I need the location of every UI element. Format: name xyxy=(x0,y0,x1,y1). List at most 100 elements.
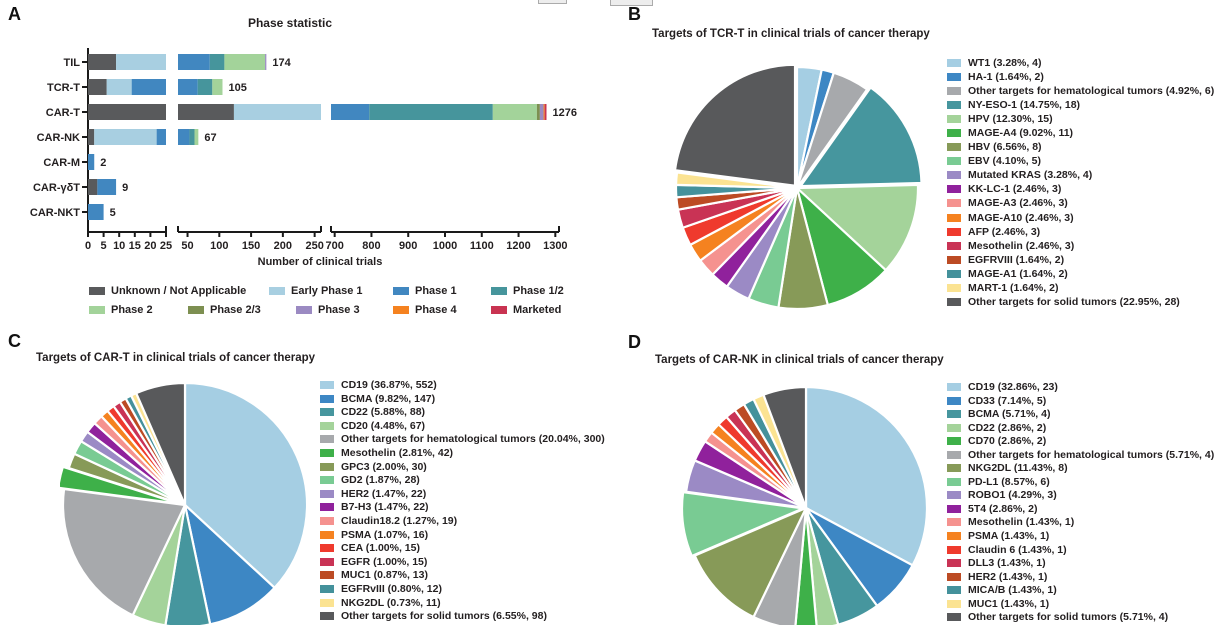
bar-segment xyxy=(543,104,545,120)
legend-item: Other targets for solid tumors (22.95%, … xyxy=(947,296,1214,310)
pie-slice xyxy=(183,381,309,589)
screen-artifact xyxy=(610,0,653,6)
phase-legend-item: Early Phase 1 xyxy=(269,285,363,297)
bar-segment xyxy=(131,79,166,95)
legend-label: MUC1 (0.87%, 13) xyxy=(341,569,428,582)
legend-item: Claudin18.2 (1.27%, 19) xyxy=(320,515,605,529)
legend-swatch xyxy=(947,227,961,236)
legend-swatch xyxy=(947,115,961,124)
legend-item: Other targets for hematological tumors (… xyxy=(947,449,1214,463)
legend-swatch xyxy=(320,516,334,525)
bar-segment xyxy=(197,79,213,95)
x-tick-label: 0 xyxy=(85,240,91,252)
legend-swatch xyxy=(947,185,961,194)
legend-swatch xyxy=(947,396,961,405)
x-tick-label: 800 xyxy=(362,240,380,252)
legend-swatch xyxy=(320,421,334,430)
legend-item: PD-L1 (8.57%, 6) xyxy=(947,476,1214,490)
legend-label: Other targets for solid tumors (5.71%, 4… xyxy=(968,611,1169,624)
bar-segment xyxy=(544,104,547,120)
legend-swatch xyxy=(947,423,961,432)
legend-label: EGFRVIII (1.64%, 2) xyxy=(968,253,1065,266)
legend-label: B7-H3 (1.47%, 22) xyxy=(341,501,429,514)
legend-swatch xyxy=(320,462,334,471)
bar-segment xyxy=(492,104,537,120)
legend-item: MAGE-A3 (2.46%, 3) xyxy=(947,197,1214,211)
legend-item: AFP (2.46%, 3) xyxy=(947,226,1214,240)
legend-label: Other targets for hematological tumors (… xyxy=(341,433,605,446)
legend-item: MAGE-A10 (2.46%, 3) xyxy=(947,212,1214,226)
legend-item: Mutated KRAS (3.28%, 4) xyxy=(947,169,1214,183)
legend-label: CD70 (2.86%, 2) xyxy=(968,435,1047,448)
legend-label: EGFR (1.00%, 15) xyxy=(341,555,428,568)
pie-slice xyxy=(795,183,920,272)
legend-item: Other targets for hematological tumors (… xyxy=(320,433,605,447)
phase-legend-item: Phase 1/2 xyxy=(491,285,564,297)
legend-label: CD20 (4.48%, 67) xyxy=(341,419,426,432)
legend-label: HER2 (1.43%, 1) xyxy=(968,570,1048,583)
legend-swatch xyxy=(947,283,961,292)
legend-label: BCMA (9.82%, 147) xyxy=(341,392,436,405)
pie-slice xyxy=(804,385,929,567)
bar-segment xyxy=(156,129,166,145)
bar-value-label: 5 xyxy=(110,207,116,219)
legend-item: CD20 (4.48%, 67) xyxy=(320,420,605,434)
legend-item: NY-ESO-1 (14.75%, 18) xyxy=(947,99,1214,113)
phase-legend-item: Phase 4 xyxy=(393,304,457,316)
legend-item: Other targets for solid tumors (5.71%, 4… xyxy=(947,611,1214,625)
legend-item: NKG2DL (0.73%, 11) xyxy=(320,597,605,611)
legend-swatch xyxy=(320,489,334,498)
x-tick-label: 50 xyxy=(181,240,193,252)
legend-item: CD19 (36.87%, 552) xyxy=(320,379,605,393)
legend-item: CD22 (2.86%, 2) xyxy=(947,422,1214,436)
legend-item: 5T4 (2.86%, 2) xyxy=(947,503,1214,517)
bar-value-label: 174 xyxy=(272,57,291,69)
pie-slice xyxy=(164,503,212,625)
x-tick-label: 5 xyxy=(101,240,107,252)
bar-segment xyxy=(178,79,198,95)
legend-item: BCMA (9.82%, 147) xyxy=(320,393,605,407)
panel-a: A Phase statistic TIL 174 TCR-T 105 CAR-T 127… xyxy=(0,0,620,330)
bar-segment xyxy=(88,204,104,220)
legend-label: Marketed xyxy=(513,304,562,316)
legend-item: Mesothelin (1.43%, 1) xyxy=(947,516,1214,530)
legend-label: MAGE-A3 (2.46%, 3) xyxy=(968,197,1068,210)
legend-item: CD33 (7.14%, 5) xyxy=(947,395,1214,409)
pie-slice xyxy=(795,71,869,190)
screen-artifact xyxy=(538,0,567,4)
legend-item: B7-H3 (1.47%, 22) xyxy=(320,501,605,515)
legend-item: BCMA (5.71%, 4) xyxy=(947,408,1214,422)
legend-label: MART-1 (1.64%, 2) xyxy=(968,281,1059,294)
bar-segment xyxy=(536,104,540,120)
legend-item: Claudin 6 (1.43%, 1) xyxy=(947,544,1214,558)
legend-item: Mesothelin (2.46%, 3) xyxy=(947,240,1214,254)
pie-slice xyxy=(799,86,923,188)
bar-segment xyxy=(189,129,195,145)
x-tick-label: 20 xyxy=(144,240,156,252)
legend-item: HPV (12.30%, 15) xyxy=(947,113,1214,127)
x-tick-label: 1300 xyxy=(543,240,567,252)
legend-swatch xyxy=(947,532,961,541)
x-tick-label: 250 xyxy=(305,240,323,252)
pie-slice xyxy=(681,491,805,558)
legend-item: HER2 (1.43%, 1) xyxy=(947,571,1214,585)
legend-label: Claudin 6 (1.43%, 1) xyxy=(968,543,1067,556)
legend-swatch xyxy=(947,157,961,166)
legend-item: MAGE-A1 (1.64%, 2) xyxy=(947,268,1214,282)
legend-swatch xyxy=(947,213,961,222)
legend-item: HER2 (1.47%, 22) xyxy=(320,488,605,502)
bar-segment xyxy=(97,179,117,195)
legend-swatch xyxy=(947,255,961,264)
legend-label: Mesothelin (1.43%, 1) xyxy=(968,516,1075,529)
legend-swatch xyxy=(947,559,961,568)
legend-label: Other targets for hematological tumors (… xyxy=(968,85,1215,98)
bar-chart-title: Phase statistic xyxy=(247,16,333,30)
legend-label: PSMA (1.43%, 1) xyxy=(968,530,1050,543)
legend-label: EBV (4.10%, 5) xyxy=(968,155,1041,168)
legend-swatch xyxy=(320,435,334,444)
pie-title-tcrt: Targets of TCR-T in clinical trials of c… xyxy=(652,28,930,40)
pie-title-carnk: Targets of CAR-NK in clinical trials of … xyxy=(655,354,944,366)
legend-label: WT1 (3.28%, 4) xyxy=(968,57,1042,69)
